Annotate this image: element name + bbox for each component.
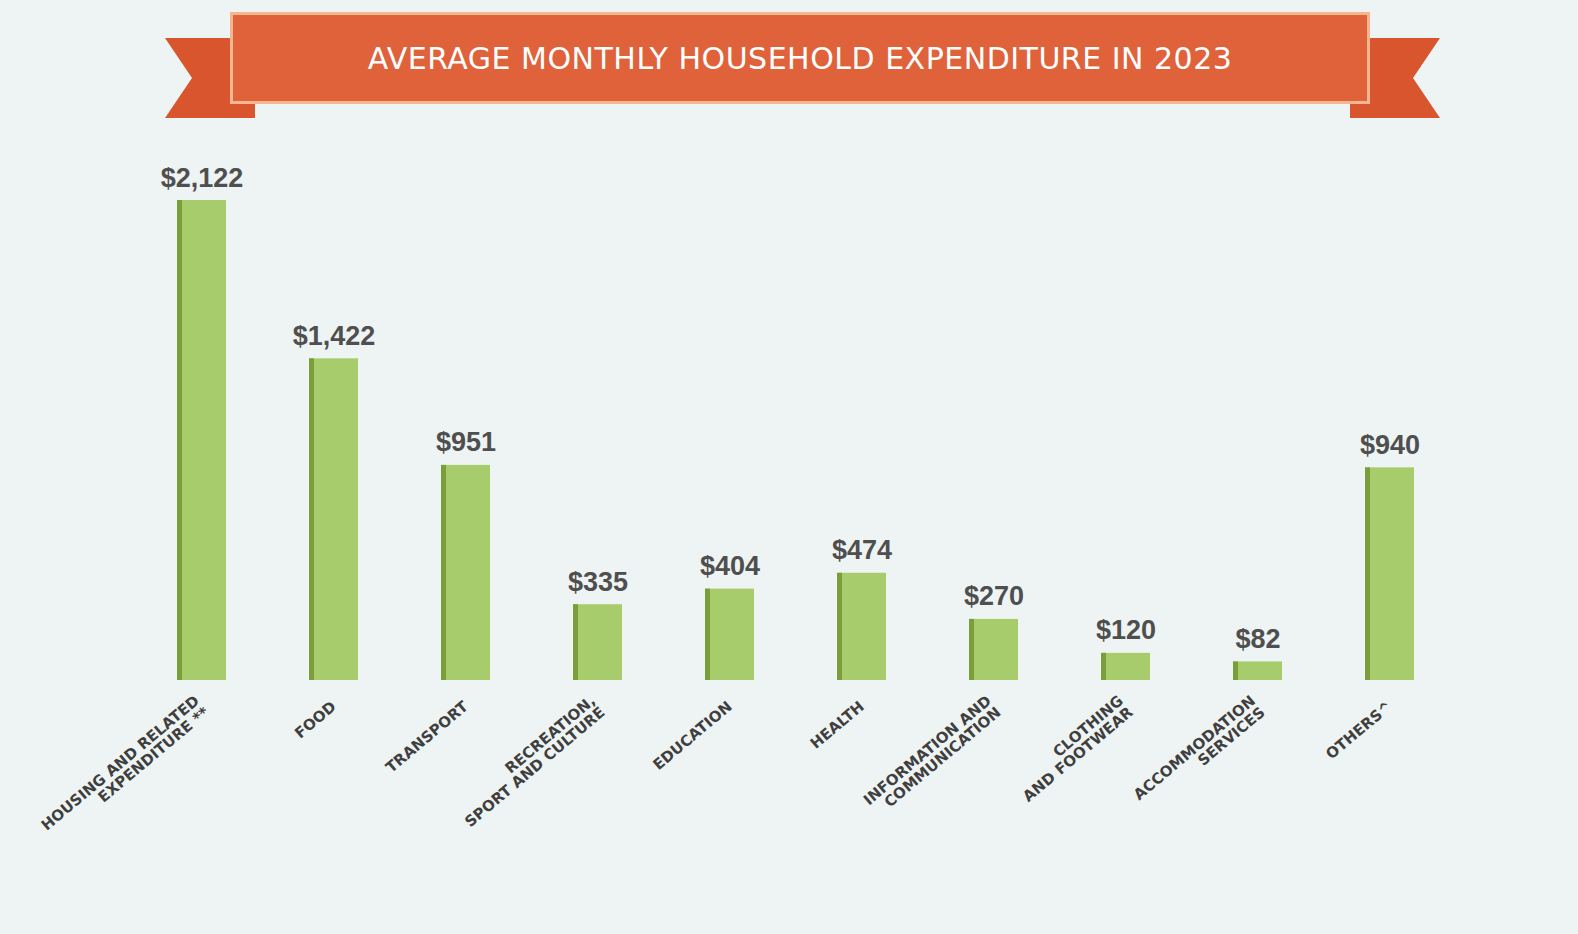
svg-text:$82: $82 — [1235, 624, 1280, 654]
svg-text:$1,422: $1,422 — [293, 321, 376, 351]
svg-text:$335: $335 — [568, 567, 628, 597]
svg-text:FOOD: FOOD — [291, 697, 339, 742]
svg-text:$951: $951 — [436, 427, 496, 457]
svg-text:$2,122: $2,122 — [161, 163, 244, 193]
svg-text:$270: $270 — [964, 581, 1024, 611]
svg-text:CLOTHINGAND FOOTWEAR: CLOTHINGAND FOOTWEAR — [1010, 691, 1137, 805]
svg-text:TRANSPORT: TRANSPORT — [382, 697, 472, 777]
svg-text:EDUCATION: EDUCATION — [649, 697, 735, 773]
svg-text:ACCOMMODATIONSERVICES: ACCOMMODATIONSERVICES — [1130, 692, 1268, 816]
svg-text:$940: $940 — [1360, 430, 1420, 460]
html-text:AVERAGE MONTHLY HOUSEHOLD EXPE: AVERAGE MONTHLY HOUSEHOLD EXPENDITURE IN… — [367, 40, 1233, 76]
svg-text:HOUSING AND RELATEDEXPENDITURE: HOUSING AND RELATEDEXPENDITURE ** — [38, 692, 213, 846]
svg-text:OTHERS^: OTHERS^ — [1322, 697, 1395, 763]
svg-text:$404: $404 — [700, 551, 760, 581]
svg-text:INFORMATION ANDCOMMUNICATION: INFORMATION ANDCOMMUNICATION — [860, 692, 1005, 821]
svg-text:HEALTH: HEALTH — [807, 697, 868, 752]
svg-text:$474: $474 — [832, 535, 892, 565]
svg-text:RECREATION,SPORT AND CULTURE: RECREATION,SPORT AND CULTURE — [452, 692, 609, 831]
svg-text:$120: $120 — [1096, 615, 1156, 645]
